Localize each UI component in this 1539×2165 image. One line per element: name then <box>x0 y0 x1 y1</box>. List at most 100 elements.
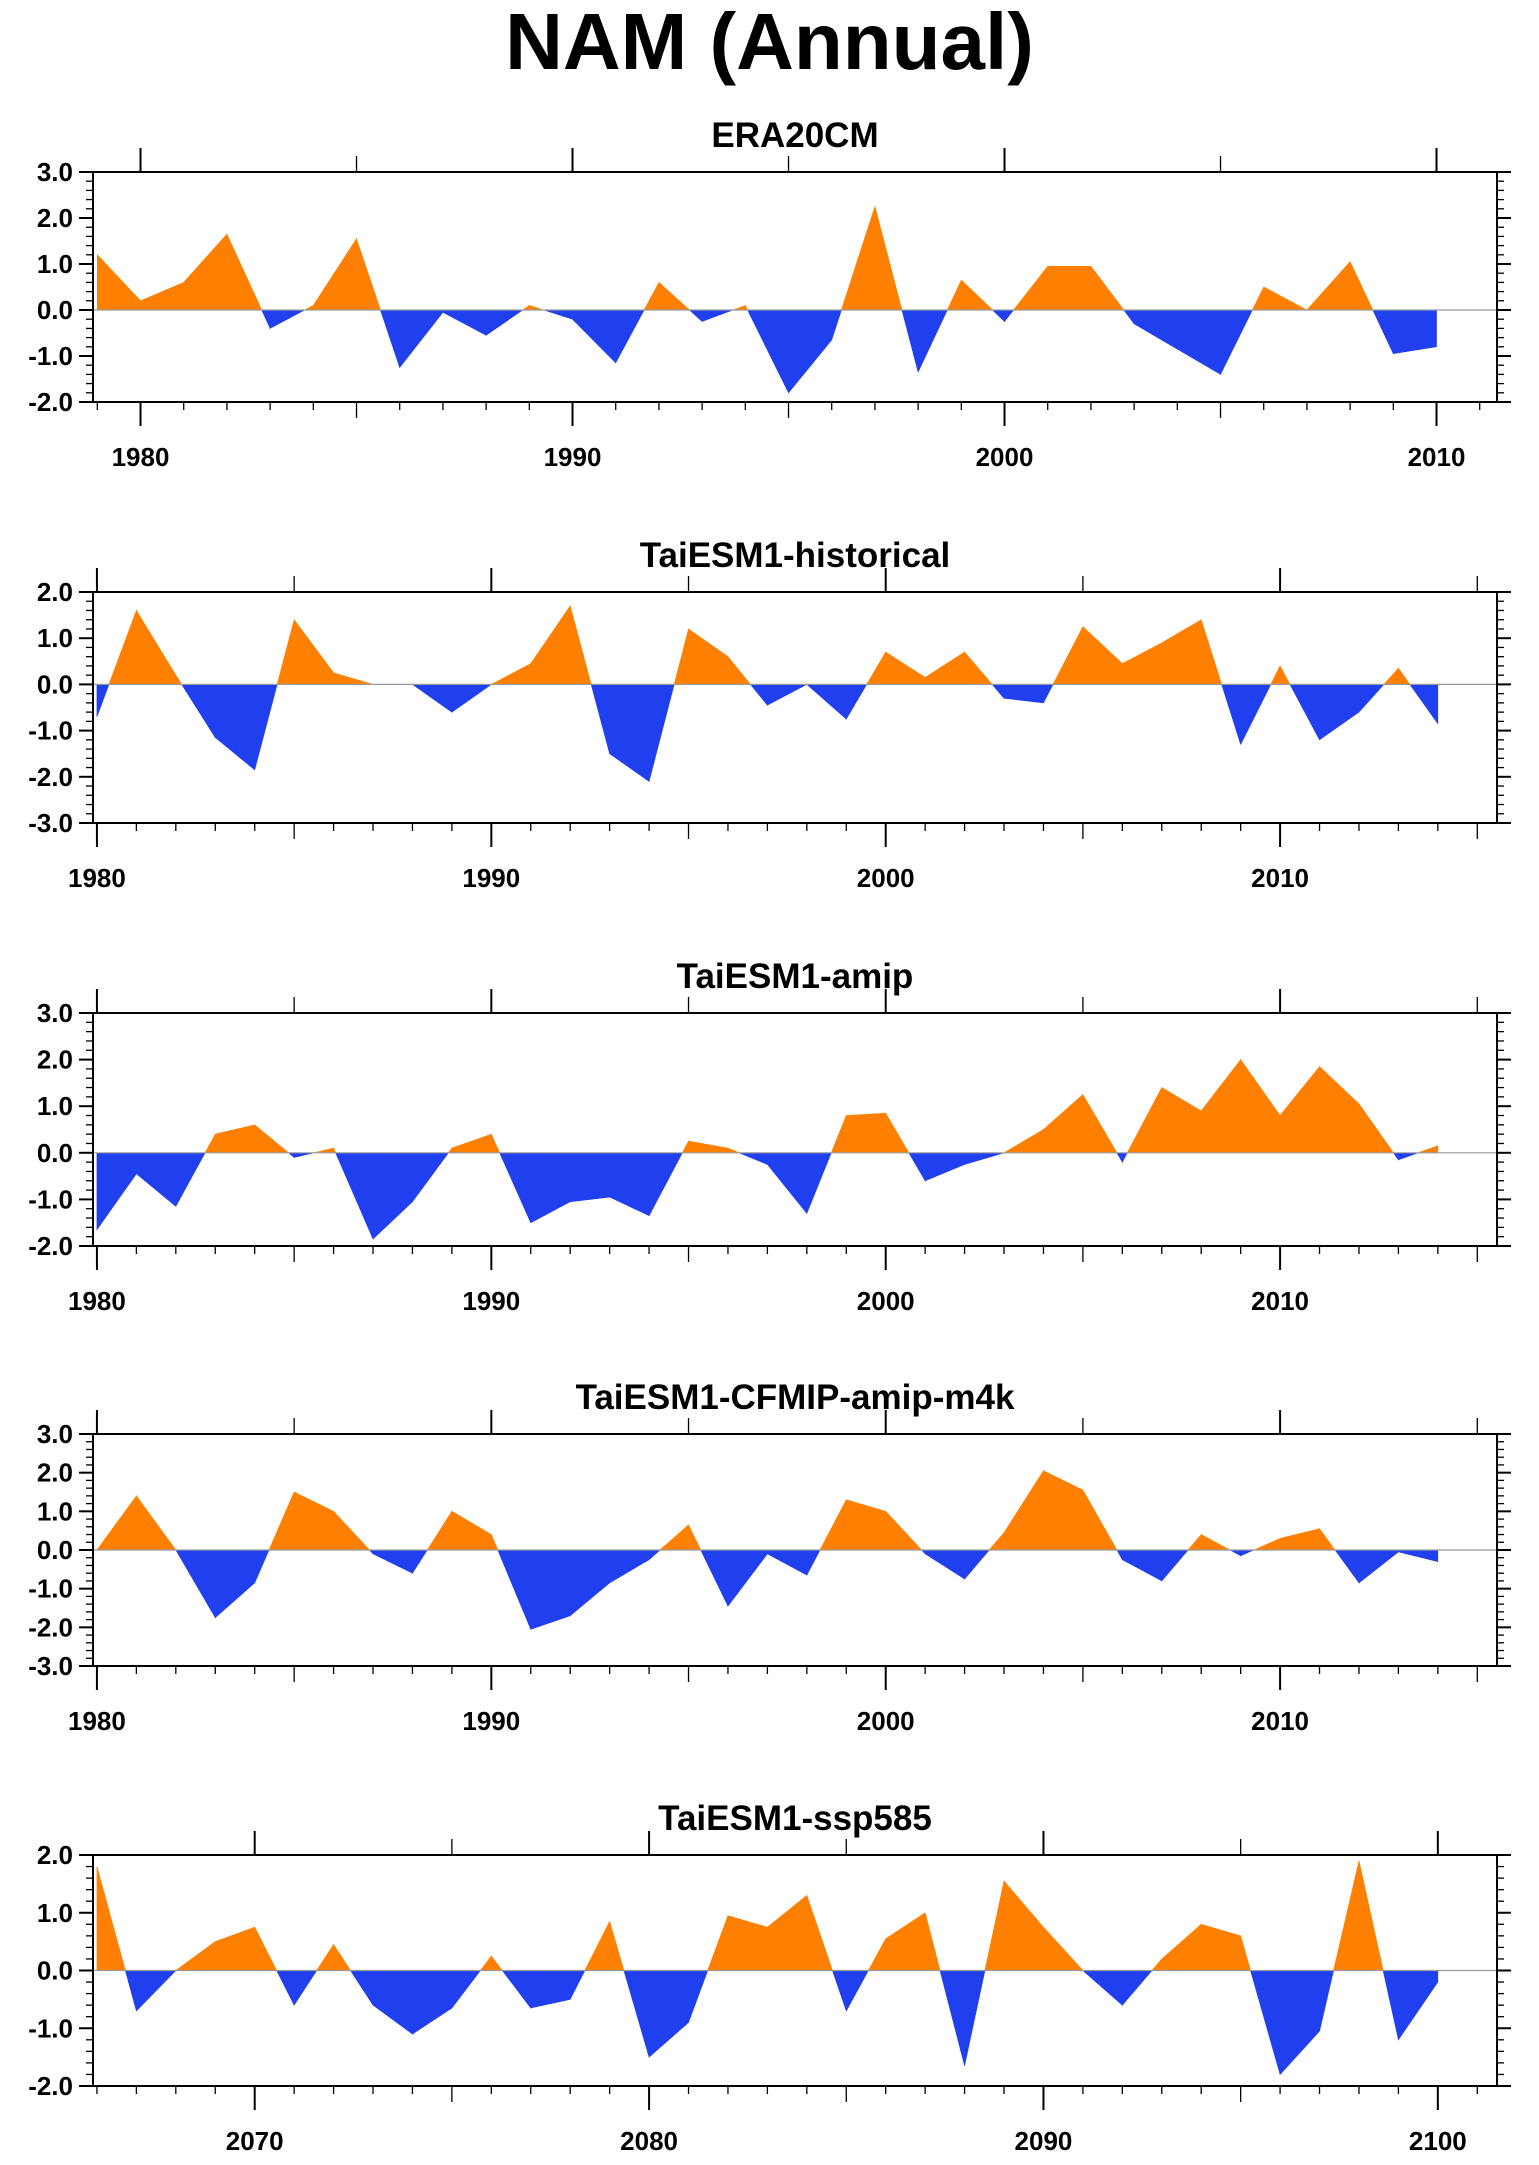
plot-frame <box>92 591 1498 824</box>
positive-area <box>1047 265 1092 311</box>
positive-area <box>1122 642 1163 685</box>
negative-area <box>767 1549 808 1576</box>
panel-title: TaiESM1-historical <box>640 536 951 575</box>
y-tick-label: -2.0 <box>28 387 73 417</box>
negative-area <box>788 309 833 394</box>
negative-area <box>747 309 789 393</box>
y-tick-label: -3.0 <box>28 808 73 838</box>
y-tick-label: 1.0 <box>37 1898 73 1928</box>
y-tick-label: 1.0 <box>37 1091 73 1121</box>
x-tick-label: 1980 <box>68 1706 126 1736</box>
panel-2: TaiESM1-historical -3.0 -2.0 -1.0 0.0 1.0 2.0 1… <box>28 536 1511 893</box>
negative-area <box>96 684 110 717</box>
negative-area <box>214 1549 255 1619</box>
negative-area <box>287 1152 295 1159</box>
negative-area <box>964 1970 986 2066</box>
panel-title: TaiESM1-CFMIP-amip-m4k <box>576 1378 1015 1417</box>
positive-area <box>830 1115 847 1154</box>
negative-area <box>530 1970 571 2009</box>
positive-area <box>727 1147 740 1154</box>
y-tick-label: 2.0 <box>37 1045 73 1075</box>
y-tick-label: 0.0 <box>37 1138 73 1168</box>
negative-area <box>806 1152 832 1214</box>
positive-area <box>1187 1533 1202 1551</box>
positive-area <box>451 1510 492 1551</box>
negative-area <box>648 1152 683 1216</box>
y-tick-label: -1.0 <box>28 341 73 371</box>
positive-area <box>840 206 876 311</box>
positive-area <box>1200 1534 1231 1551</box>
negative-area <box>181 684 216 739</box>
negative-area <box>739 1152 768 1165</box>
y-tick-label: -1.0 <box>28 1574 73 1604</box>
positive-area <box>745 305 749 311</box>
negative-area <box>991 684 1005 700</box>
positive-area <box>491 663 532 685</box>
positive-area <box>530 604 571 685</box>
positive-area <box>727 655 752 685</box>
x-tick-label: 2070 <box>226 2126 284 2156</box>
panel-title: TaiESM1-ssp585 <box>658 1799 932 1838</box>
y-tick-label: -2.0 <box>28 2071 73 2101</box>
x-tick-label: 2010 <box>1251 1286 1309 1316</box>
positive-area <box>867 1938 887 1971</box>
negative-area <box>485 309 524 336</box>
panel-title: ERA20CM <box>711 116 878 155</box>
negative-area <box>1082 1970 1123 2006</box>
positive-area <box>1082 1488 1118 1551</box>
x-tick-label: 1980 <box>68 1286 126 1316</box>
negative-area <box>727 1549 768 1607</box>
x-tick-label: 1980 <box>68 863 126 893</box>
x-tick-label: 1990 <box>462 1706 520 1736</box>
negative-area <box>1221 684 1241 745</box>
negative-area <box>1372 309 1394 354</box>
positive-area <box>313 237 357 311</box>
positive-area <box>1003 1880 1044 1971</box>
y-tick-label: 0.0 <box>37 1956 73 1986</box>
negative-area <box>845 1970 869 2012</box>
positive-area <box>1279 665 1291 685</box>
y-tick-label: -1.0 <box>28 716 73 746</box>
positive-area <box>885 1112 910 1154</box>
negative-area <box>688 1970 709 2023</box>
positive-area <box>845 1112 887 1154</box>
panel-title: TaiESM1-amip <box>677 957 914 996</box>
positive-area <box>1043 1470 1084 1551</box>
negative-area <box>1220 309 1253 375</box>
y-tick-label: 1.0 <box>37 1496 73 1526</box>
positive-area <box>1052 626 1084 685</box>
negative-area <box>293 1970 318 2007</box>
negative-area <box>1240 1549 1254 1557</box>
positive-area <box>1279 1065 1320 1154</box>
panel-5: TaiESM1-ssp585 -2.0 -1.0 0.0 1.0 2.0 2070 2080 2… <box>28 1799 1511 2156</box>
positive-area <box>732 304 746 311</box>
positive-area <box>491 1534 499 1551</box>
negative-area <box>214 684 255 771</box>
negative-area <box>1398 1152 1419 1161</box>
negative-area <box>831 309 842 340</box>
negative-area <box>1319 1970 1334 2032</box>
positive-area <box>204 1134 216 1154</box>
positive-area <box>1090 265 1125 311</box>
positive-area <box>1161 1923 1202 1971</box>
negative-area <box>1358 1549 1399 1584</box>
y-tick-label: 2.0 <box>37 203 73 233</box>
positive-area <box>681 1141 689 1154</box>
positive-area <box>1398 667 1411 685</box>
x-tick-label: 1990 <box>462 863 520 893</box>
y-tick-label: -2.0 <box>28 762 73 792</box>
positive-area <box>845 1499 887 1551</box>
negative-area <box>254 1549 270 1583</box>
positive-area <box>1012 265 1049 311</box>
negative-area <box>412 1152 450 1203</box>
positive-area <box>1200 1058 1241 1154</box>
positive-area <box>984 1880 1005 1971</box>
negative-area <box>924 1549 965 1580</box>
negative-area <box>1240 684 1272 745</box>
y-tick-label: -2.0 <box>28 1231 73 1261</box>
panel-4: TaiESM1-CFMIP-amip-m4k -3.0 -2.0 -1.0 0.0 1.0… <box>28 1378 1511 1736</box>
positive-area <box>1082 625 1123 685</box>
negative-area <box>964 1549 990 1580</box>
negative-area <box>124 1970 137 2011</box>
negative-area <box>96 1152 137 1231</box>
